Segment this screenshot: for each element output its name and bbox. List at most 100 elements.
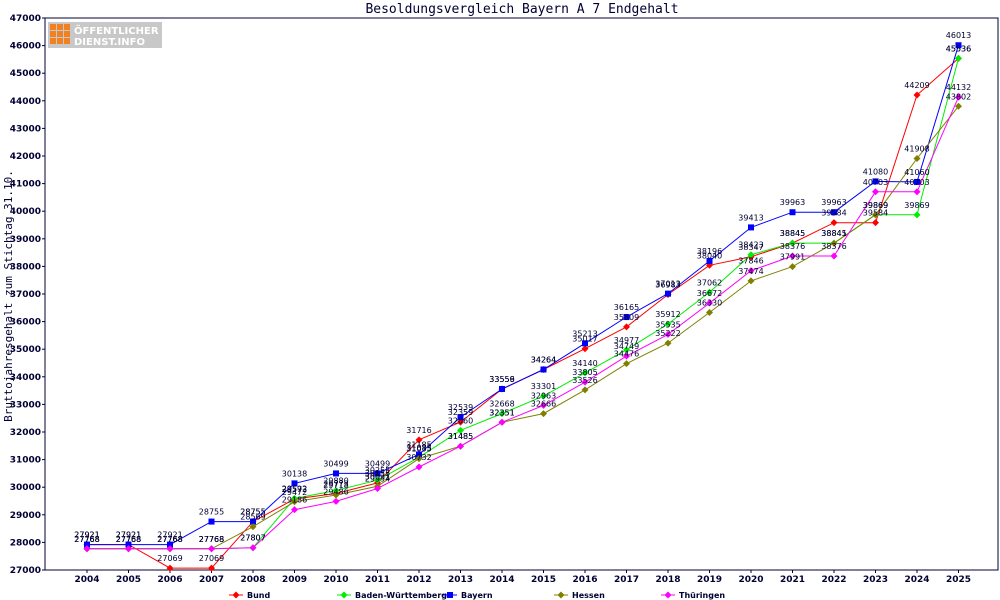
data-point	[664, 330, 672, 338]
data-label: 33805	[572, 368, 597, 377]
x-tick-label: 2017	[614, 575, 639, 585]
data-point	[457, 442, 464, 450]
legend-label: Bayern	[461, 591, 493, 600]
data-label: 34476	[614, 350, 639, 359]
data-label: 43802	[946, 92, 971, 101]
data-point	[914, 178, 920, 185]
data-point	[332, 491, 340, 499]
x-tick-label: 2007	[199, 575, 224, 585]
x-tick-label: 2013	[448, 575, 473, 585]
data-label: 39413	[738, 213, 763, 222]
data-label: 33556	[489, 375, 514, 384]
series-line	[87, 45, 959, 546]
data-label: 28755	[240, 508, 265, 517]
data-label: 30031	[365, 472, 390, 481]
data-label: 40703	[863, 178, 888, 187]
data-label: 27768	[116, 535, 141, 544]
x-tick-label: 2008	[240, 575, 265, 585]
data-label: 44209	[904, 81, 929, 90]
logo-line1: ÖFFENTLICHER	[74, 23, 159, 37]
data-point	[913, 211, 921, 219]
data-point	[498, 418, 506, 426]
legend-entry: Bund	[229, 591, 270, 600]
data-point	[872, 219, 879, 227]
data-labels-layer: 27921 27921 27069 27069 28755 29573 29773 30155…	[74, 31, 971, 563]
data-label: 36983	[655, 280, 680, 289]
series-line	[87, 58, 959, 569]
data-label: 29472	[282, 488, 307, 497]
data-label: 27921	[74, 531, 99, 540]
y-tick-label: 30000	[10, 483, 41, 493]
y-tick-label: 41000	[10, 180, 41, 190]
series-line	[87, 105, 959, 550]
data-point	[789, 239, 796, 247]
data-label: 32359	[448, 408, 473, 417]
logo-line2: DIENST.INFO	[74, 37, 145, 48]
y-tick-label: 34000	[10, 373, 41, 383]
data-point	[623, 314, 630, 321]
data-label: 32963	[531, 391, 556, 400]
data-label: 29186	[282, 496, 307, 505]
data-point	[623, 360, 630, 368]
data-point	[249, 544, 257, 552]
legend-label: Thüringen	[679, 591, 725, 600]
data-label: 31716	[406, 426, 431, 435]
data-point	[830, 239, 838, 247]
data-point	[125, 541, 132, 548]
data-point	[333, 470, 339, 477]
series-5	[83, 93, 962, 553]
data-label: 32351	[489, 408, 514, 417]
axes: 27000 28000 29000 30000 31000 32000 33000 34000…	[10, 14, 999, 585]
data-label: 30155	[365, 469, 390, 478]
x-tick-label: 2024	[904, 575, 929, 585]
data-label: 29773	[323, 479, 348, 488]
data-point	[955, 42, 962, 49]
x-tick-label: 2020	[738, 575, 763, 585]
data-label: 31035	[406, 445, 431, 454]
legend-marker	[340, 591, 348, 599]
series-2	[83, 54, 962, 553]
data-point	[831, 209, 837, 216]
plot-frame	[44, 17, 999, 571]
data-label: 39963	[821, 198, 846, 207]
data-label: 39869	[904, 201, 929, 210]
data-label: 31485	[448, 432, 473, 441]
data-point	[789, 263, 796, 271]
data-point	[166, 545, 174, 553]
legend-label: Hessen	[572, 591, 605, 600]
series-4	[83, 102, 962, 553]
data-label: 38196	[697, 247, 722, 256]
data-label: 34264	[531, 356, 556, 365]
data-label: 32539	[448, 403, 473, 412]
data-label: 44132	[946, 83, 971, 92]
data-label: 30138	[282, 469, 307, 478]
data-point	[540, 410, 547, 418]
legend-entry: Bayern	[443, 591, 493, 600]
data-label: 28755	[240, 508, 265, 517]
data-label: 37062	[697, 278, 722, 287]
data-point	[789, 209, 796, 216]
data-point	[581, 369, 589, 377]
data-label: 39869	[863, 201, 888, 210]
data-label: 32668	[489, 400, 514, 409]
data-point	[913, 188, 921, 196]
data-point	[955, 54, 962, 62]
data-label: 35809	[614, 313, 639, 322]
data-label: 40703	[904, 178, 929, 187]
data-point	[748, 224, 754, 231]
x-tick-label: 2012	[406, 575, 431, 585]
data-point	[747, 251, 755, 259]
data-label: 27807	[240, 534, 265, 543]
data-label: 39869	[863, 201, 888, 210]
legend-label: Bund	[247, 591, 270, 600]
data-point	[581, 386, 589, 394]
data-point	[582, 340, 588, 347]
data-label: 41080	[863, 167, 888, 176]
legend-marker	[447, 592, 453, 598]
x-tick-label: 2016	[572, 575, 597, 585]
data-point	[125, 545, 132, 553]
data-point	[706, 299, 713, 307]
data-label: 29954	[365, 474, 390, 483]
legend-entry: Thüringen	[661, 591, 725, 600]
